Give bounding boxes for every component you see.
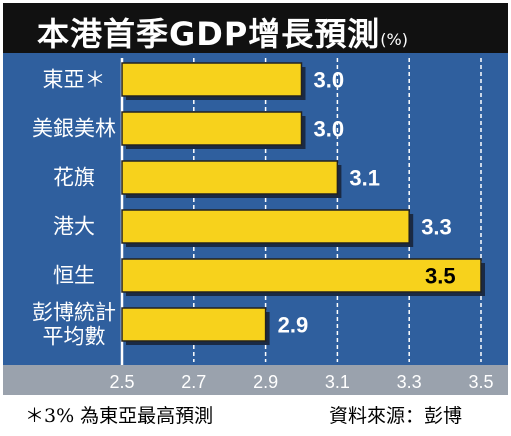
bar (121, 160, 339, 195)
category-label: 恒生 (53, 265, 95, 288)
x-tick-label: 3.1 (325, 372, 350, 392)
title-bar: 本港首季GDP增長預測(%) (3, 3, 508, 53)
value-label: 3.3 (421, 215, 452, 240)
value-label: 3.1 (349, 166, 380, 191)
value-label: 3.5 (425, 264, 456, 289)
x-tick-label: 3.5 (468, 372, 493, 392)
axis-strip (3, 365, 508, 395)
x-tick-label: 3.3 (397, 372, 422, 392)
category-label: 美銀美林 (32, 118, 116, 141)
category-label: 平均數 (43, 326, 106, 349)
category-label: 彭博統計 (32, 302, 116, 325)
x-tick-label: 2.9 (253, 372, 278, 392)
bar (121, 307, 267, 342)
source-note: 資料來源：彭博 (329, 405, 463, 427)
title-text: 本港首季GDP增長預測 (37, 15, 381, 53)
value-label: 3.0 (314, 68, 345, 93)
value-label: 3.0 (314, 117, 345, 142)
title-unit: (%) (380, 30, 408, 49)
footnote: ＊3% 為東亞最高預測 (25, 405, 214, 427)
category-label: 港大 (53, 216, 95, 239)
footer: ＊3% 為東亞最高預測 資料來源：彭博 (3, 395, 508, 433)
bar (121, 111, 303, 146)
category-label: 花旗 (53, 167, 95, 190)
chart-title: 本港首季GDP增長預測(%) (37, 9, 408, 55)
category-label: 東亞＊ (43, 69, 106, 92)
bar (121, 209, 410, 244)
x-tick-label: 2.7 (181, 372, 206, 392)
bar (121, 62, 303, 97)
x-tick-label: 2.5 (109, 372, 134, 392)
bar (121, 258, 482, 293)
value-label: 2.9 (278, 313, 309, 338)
